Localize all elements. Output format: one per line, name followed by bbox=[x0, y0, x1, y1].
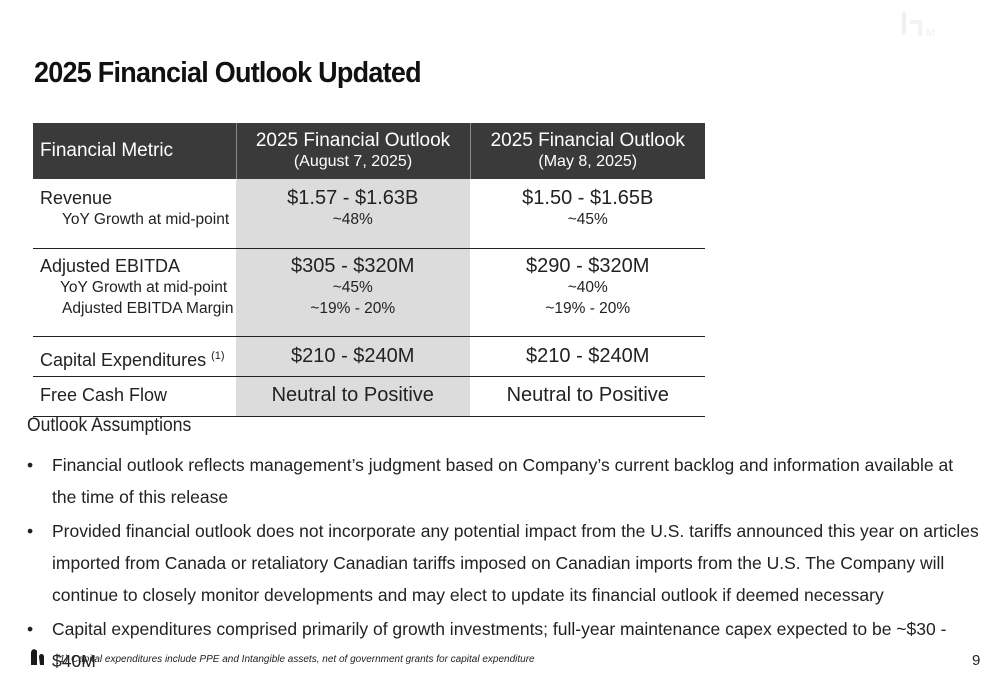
assumption-text: Capital expenditures comprised primarily… bbox=[52, 619, 947, 671]
footnote: (1) Capital expenditures include PPE and… bbox=[56, 654, 535, 665]
header-august-outlook: 2025 Financial Outlook (August 7, 2025) bbox=[235, 123, 470, 179]
fcf-aug-cell: Neutral to Positive bbox=[236, 376, 471, 417]
header-may-date: (May 8, 2025) bbox=[538, 153, 638, 170]
ebitda-label: Adjusted EBITDA bbox=[40, 256, 181, 276]
fcf-may-value: Neutral to Positive bbox=[506, 384, 669, 406]
ebitda-may-value: $290 - $320M bbox=[526, 255, 650, 277]
capex-aug-cell: $210 - $240M bbox=[236, 336, 471, 377]
bullet-icon: • bbox=[27, 521, 34, 541]
ebitda-growth-label: YoY Growth at mid-point bbox=[60, 279, 228, 296]
ebitda-aug-margin: ~19% - 20% bbox=[310, 300, 396, 317]
revenue-label-cell: Revenue YoY Growth at mid-point bbox=[33, 179, 236, 249]
revenue-aug-growth: ~48% bbox=[332, 211, 373, 228]
ebitda-aug-value: $305 - $320M bbox=[291, 255, 415, 277]
financial-outlook-table: Financial Metric 2025 Financial Outlook … bbox=[33, 123, 705, 417]
ebitda-label-cell: Adjusted EBITDA YoY Growth at mid-point … bbox=[33, 248, 236, 337]
revenue-may-growth: ~45% bbox=[567, 211, 608, 228]
company-logo-icon bbox=[31, 649, 44, 665]
header-financial-metric: Financial Metric bbox=[33, 123, 236, 179]
svg-text:M: M bbox=[926, 28, 935, 39]
fcf-label: Free Cash Flow bbox=[40, 385, 168, 405]
list-item: • Capital expenditures comprised primari… bbox=[27, 613, 982, 677]
capex-aug-value: $210 - $240M bbox=[291, 345, 415, 367]
revenue-aug-cell: $1.57 - $1.63B ~48% bbox=[236, 179, 471, 249]
capex-label: Capital Expenditures bbox=[40, 350, 207, 370]
capex-label-cell: Capital Expenditures (1) bbox=[33, 336, 236, 377]
table-header-row: Financial Metric 2025 Financial Outlook … bbox=[33, 123, 705, 179]
fcf-label-cell: Free Cash Flow bbox=[33, 376, 236, 417]
table-row: Free Cash Flow Neutral to Positive Neutr… bbox=[33, 376, 705, 417]
ebitda-aug-growth: ~45% bbox=[332, 279, 373, 296]
ebitda-margin-label: Adjusted EBITDA Margin bbox=[62, 300, 234, 317]
revenue-label: Revenue bbox=[40, 188, 113, 208]
fcf-may-cell: Neutral to Positive bbox=[470, 376, 705, 417]
assumptions-list: • Financial outlook reflects management’… bbox=[27, 449, 982, 679]
list-item: • Financial outlook reflects management’… bbox=[27, 449, 982, 513]
revenue-may-value: $1.50 - $1.65B bbox=[522, 187, 654, 209]
page-number: 9 bbox=[972, 652, 981, 669]
revenue-may-cell: $1.50 - $1.65B ~45% bbox=[470, 179, 705, 249]
header-may-title: 2025 Financial Outlook bbox=[490, 130, 685, 151]
fcf-aug-value: Neutral to Positive bbox=[271, 384, 434, 406]
capex-may-value: $210 - $240M bbox=[526, 345, 650, 367]
page-title: 2025 Financial Outlook Updated bbox=[34, 57, 422, 89]
assumption-text: Financial outlook reflects management’s … bbox=[52, 455, 954, 507]
table-row: Capital Expenditures (1) $210 - $240M $2… bbox=[33, 336, 705, 377]
revenue-aug-value: $1.57 - $1.63B bbox=[287, 187, 419, 209]
table-row: Adjusted EBITDA YoY Growth at mid-point … bbox=[33, 248, 705, 337]
bullet-icon: • bbox=[27, 619, 34, 639]
header-august-title: 2025 Financial Outlook bbox=[255, 130, 451, 151]
table-row: Revenue YoY Growth at mid-point $1.57 - … bbox=[33, 179, 705, 249]
assumption-text: Provided financial outlook does not inco… bbox=[52, 521, 979, 605]
assumptions-title: Outlook Assumptions bbox=[27, 415, 192, 436]
ebitda-may-margin: ~19% - 20% bbox=[545, 300, 631, 317]
ebitda-may-growth: ~40% bbox=[567, 279, 608, 296]
header-august-date: (August 7, 2025) bbox=[293, 153, 413, 170]
bullet-icon: • bbox=[27, 455, 34, 475]
header-may-outlook: 2025 Financial Outlook (May 8, 2025) bbox=[469, 123, 705, 179]
ebitda-aug-cell: $305 - $320M ~45% ~19% - 20% bbox=[236, 248, 471, 337]
list-item: • Provided financial outlook does not in… bbox=[27, 515, 982, 611]
ebitda-may-cell: $290 - $320M ~40% ~19% - 20% bbox=[470, 248, 705, 337]
capex-footnote-ref: (1) bbox=[211, 350, 225, 362]
capex-may-cell: $210 - $240M bbox=[470, 336, 705, 377]
company-watermark-logo: M bbox=[902, 12, 935, 39]
revenue-growth-label: YoY Growth at mid-point bbox=[62, 211, 230, 228]
